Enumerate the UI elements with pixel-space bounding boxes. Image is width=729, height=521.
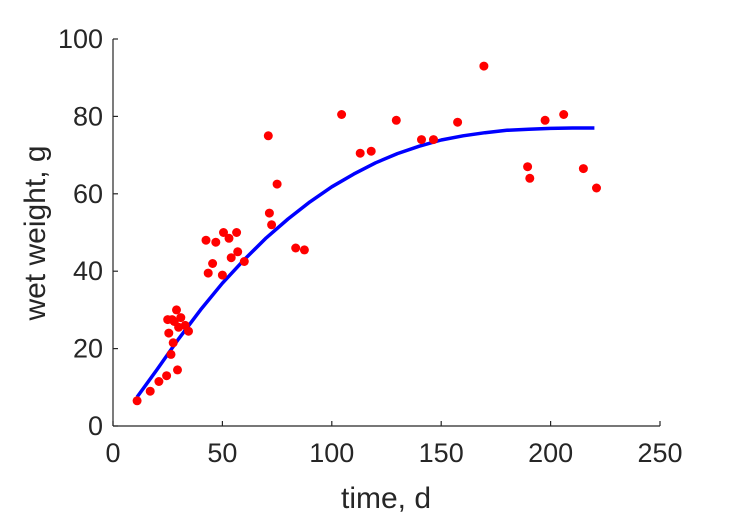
y-tick-label: 40 — [73, 256, 103, 286]
data-point — [592, 183, 601, 193]
data-point — [337, 110, 347, 119]
x-tick-label: 150 — [419, 438, 464, 468]
data-point — [267, 220, 277, 230]
x-tick-label: 200 — [528, 438, 573, 468]
data-point — [164, 328, 174, 338]
data-point — [578, 164, 588, 174]
axes: 0 50 100 150 200 250 0 20 40 60 80 100 — [58, 24, 683, 468]
x-tick-label: 50 — [207, 438, 237, 468]
y-tick-label: 100 — [58, 24, 103, 54]
data-point — [479, 61, 489, 71]
data-point — [217, 270, 227, 280]
fit-curve — [135, 126, 595, 399]
data-point — [540, 115, 550, 125]
y-axis-label: wet weight, g — [19, 145, 52, 321]
y-tick-label: 80 — [73, 101, 103, 131]
data-point — [391, 115, 401, 125]
data-point — [224, 233, 234, 243]
data-point — [272, 179, 282, 189]
data-point — [263, 131, 273, 141]
data-point — [211, 237, 221, 247]
data-point — [219, 228, 228, 237]
data-point — [233, 247, 243, 257]
x-tick-label: 250 — [637, 438, 682, 468]
data-point — [355, 148, 365, 158]
data-point — [525, 173, 535, 183]
data-point — [162, 371, 172, 381]
data-point — [132, 396, 142, 406]
data-point — [239, 257, 249, 266]
data-point — [154, 377, 164, 386]
data-point — [453, 117, 463, 127]
data-points-layer — [132, 61, 601, 406]
data-point — [203, 268, 213, 278]
y-tick-label: 60 — [73, 179, 103, 209]
data-point — [291, 243, 301, 253]
data-point — [184, 326, 193, 336]
data-point — [264, 208, 274, 218]
data-point — [429, 135, 438, 145]
data-point — [226, 253, 236, 263]
x-tick-label: 100 — [309, 438, 354, 468]
y-tick-label: 0 — [88, 411, 103, 441]
data-point — [176, 313, 186, 323]
data-point — [201, 235, 211, 245]
data-point — [172, 305, 181, 315]
data-point — [523, 162, 533, 172]
x-tick-label: 0 — [105, 438, 120, 468]
data-point — [166, 349, 176, 359]
data-point — [173, 365, 182, 375]
data-point — [145, 386, 155, 396]
data-point — [299, 245, 309, 255]
data-point — [232, 228, 242, 237]
fit-curve-layer — [135, 126, 595, 399]
data-point — [208, 259, 218, 268]
data-point — [417, 135, 426, 145]
x-axis-label: time, d — [341, 482, 431, 515]
y-tick-label: 20 — [73, 334, 103, 364]
data-point — [559, 110, 569, 119]
data-point — [168, 338, 178, 348]
data-point — [366, 146, 376, 156]
